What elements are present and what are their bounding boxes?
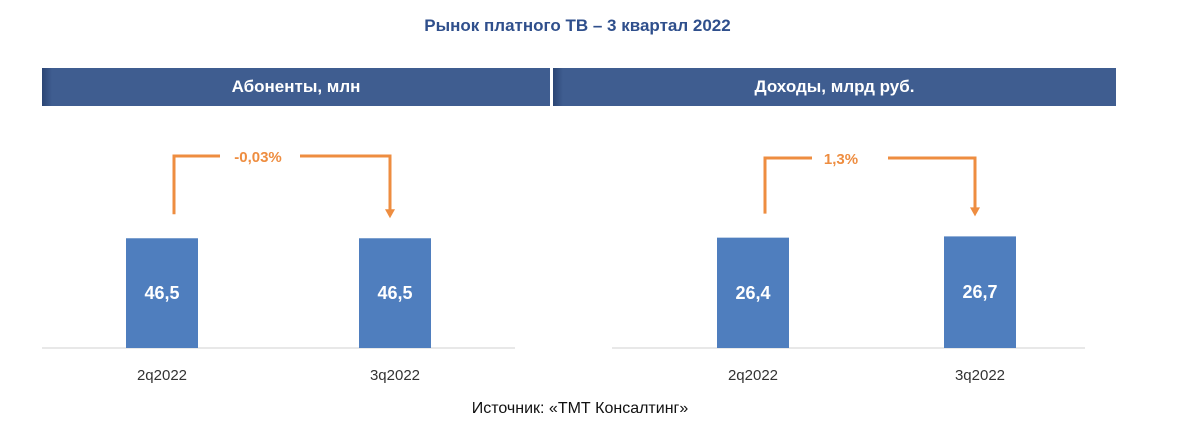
bar bbox=[944, 236, 1016, 348]
arrowhead bbox=[385, 209, 395, 219]
change-arrow-right bbox=[888, 156, 977, 209]
change-arrow-left bbox=[172, 154, 220, 215]
change-arrow-right bbox=[300, 154, 392, 211]
change-label: -0,03% bbox=[234, 149, 282, 166]
bar-value-label: 46,5 bbox=[144, 283, 179, 303]
bar bbox=[717, 237, 789, 348]
revenue-panel-title: Доходы, млрд руб. bbox=[754, 77, 915, 96]
source-note: Источник: «ТМТ Консалтинг» bbox=[471, 400, 689, 417]
revenue-panel-header: Доходы, млрд руб. bbox=[553, 68, 1116, 106]
bar bbox=[126, 238, 198, 348]
arrowhead bbox=[970, 207, 980, 217]
x-tick-label: 3q2022 bbox=[955, 367, 1005, 384]
change-label: 1,3% bbox=[824, 151, 858, 168]
subscribers-panel-header: Абоненты, млн bbox=[42, 68, 550, 106]
x-tick-label: 2q2022 bbox=[137, 367, 187, 384]
bar bbox=[359, 238, 431, 348]
header-shade bbox=[553, 68, 563, 106]
change-arrow-left bbox=[763, 156, 812, 214]
x-tick-label: 2q2022 bbox=[728, 367, 778, 384]
bar-value-label: 46,5 bbox=[377, 283, 412, 303]
x-tick-label: 3q2022 bbox=[370, 367, 420, 384]
bar-value-label: 26,7 bbox=[962, 282, 997, 302]
subscribers-panel-title: Абоненты, млн bbox=[231, 77, 361, 96]
header-shade bbox=[42, 68, 52, 106]
page-title: Рынок платного ТВ – 3 квартал 2022 bbox=[424, 16, 731, 35]
bar-value-label: 26,4 bbox=[735, 283, 770, 303]
bar-charts: 46,5 2q2022 46,5 3q2022 -0,03% 26,4 2q2022 26,7… bbox=[42, 149, 1085, 384]
